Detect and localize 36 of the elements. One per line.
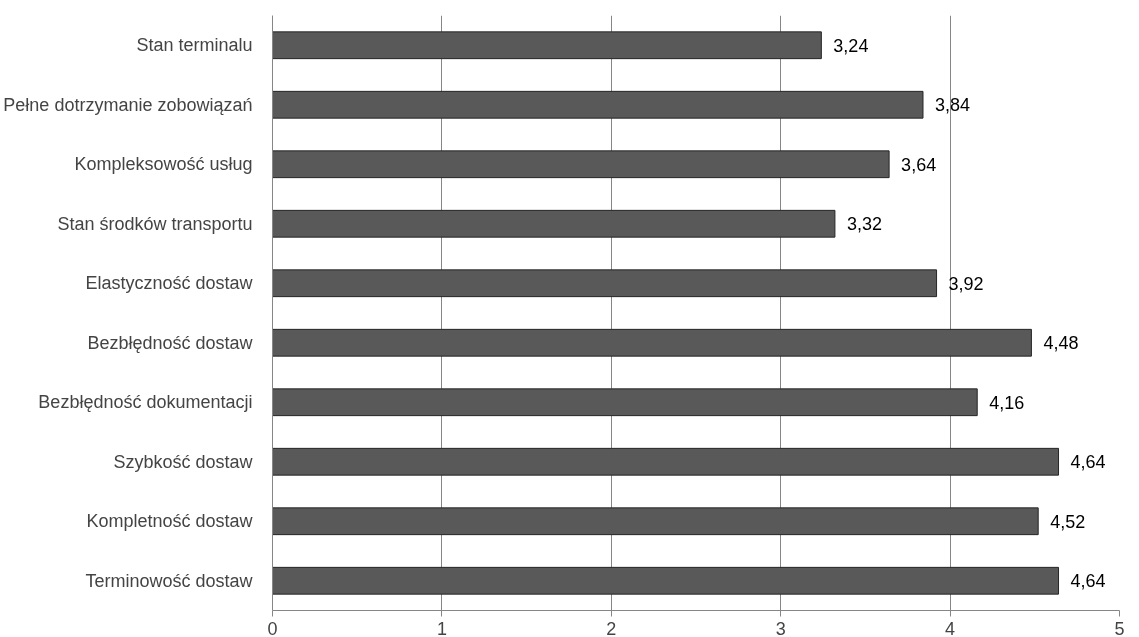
bar: [272, 150, 890, 179]
y-tick-label: Elastyczność dostaw: [85, 273, 254, 294]
bar: [272, 31, 822, 60]
y-tick-label: Kompleksowość usług: [74, 154, 253, 175]
y-tick-label: Szybkość dostaw: [113, 451, 254, 472]
bar: [272, 90, 924, 119]
bar: [272, 507, 1039, 536]
bar: [272, 209, 836, 238]
y-tick-label: Bezbłędność dostaw: [87, 332, 254, 353]
y-tick-label: Bezbłędność dokumentacji: [38, 392, 253, 413]
bar: [272, 269, 938, 298]
x-tick-label: 4: [945, 618, 956, 637]
bar: [272, 447, 1060, 476]
y-tick-label: Stan środków transportu: [57, 213, 253, 234]
y-tick-label: Terminowość dostaw: [85, 570, 254, 591]
bar: [272, 328, 1032, 357]
x-tick-label: 3: [775, 618, 786, 637]
y-tick-label: Kompletność dostaw: [86, 511, 254, 532]
bar: [272, 388, 978, 417]
y-tick-label: Stan terminalu: [136, 35, 253, 56]
data-label: 4,64: [1070, 452, 1106, 473]
x-tick-label: 5: [1114, 618, 1125, 637]
data-label: 3,84: [935, 95, 971, 116]
bar: [272, 566, 1060, 595]
data-label: 3,64: [901, 154, 937, 175]
data-label: 4,48: [1043, 333, 1079, 354]
x-tick-label: 1: [436, 618, 447, 637]
data-label: 4,64: [1070, 571, 1106, 592]
x-tick-label: 0: [267, 618, 278, 637]
data-label: 4,16: [989, 392, 1025, 413]
data-label: 3,24: [833, 35, 869, 56]
data-label: 3,32: [846, 214, 882, 235]
data-label: 3,92: [948, 273, 984, 294]
y-tick-label: Pełne dotrzymanie zobowiązań: [3, 94, 253, 115]
x-tick-label: 2: [606, 618, 617, 637]
data-label: 4,52: [1050, 511, 1086, 532]
